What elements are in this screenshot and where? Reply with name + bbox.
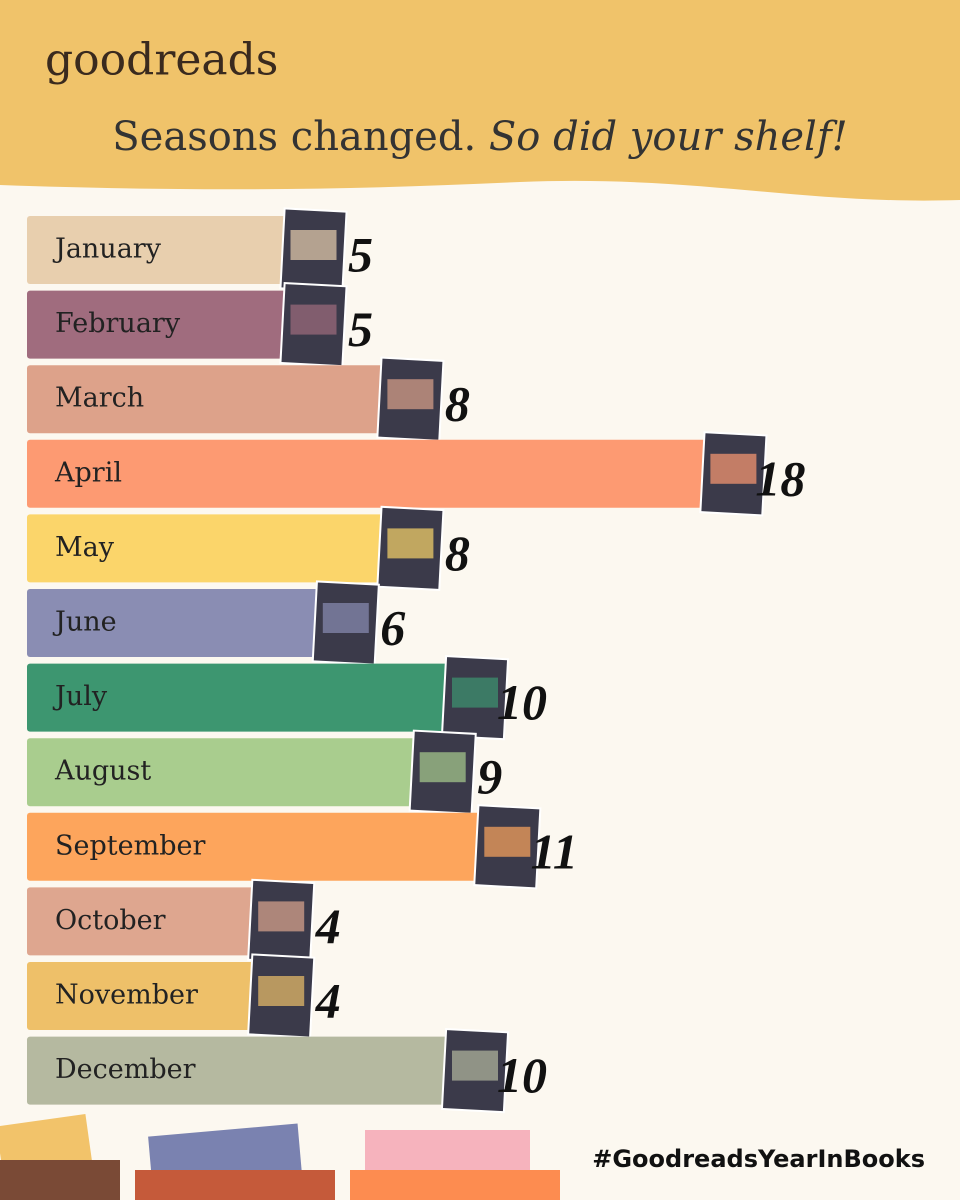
book-cover-art — [322, 603, 369, 633]
category-label: July — [52, 681, 108, 712]
bar — [27, 216, 291, 284]
bar — [27, 738, 420, 807]
book-cover-art — [452, 1050, 498, 1081]
category-label: June — [52, 607, 117, 638]
category-label: May — [55, 532, 115, 563]
value-label: 8 — [445, 525, 470, 581]
bar — [27, 1036, 452, 1105]
title-italic: So did your shelf! — [489, 114, 848, 160]
hashtag: #GoodreadsYearInBooks — [592, 1145, 925, 1173]
category-label: April — [54, 457, 122, 488]
value-label: 10 — [497, 674, 547, 730]
brand: goodreads — [45, 35, 278, 86]
value-label: 5 — [348, 301, 373, 357]
value-label: 8 — [445, 376, 470, 432]
value-label: 18 — [755, 450, 805, 506]
category-label: November — [55, 980, 198, 1011]
book-cover-art — [258, 976, 305, 1006]
category-label: January — [52, 234, 162, 265]
bar — [27, 663, 452, 732]
book-stack-decoration — [0, 1114, 560, 1200]
book-cover-art — [710, 453, 757, 484]
category-label: March — [55, 383, 144, 414]
book-cover-art — [290, 230, 337, 260]
book-cover-art — [290, 304, 337, 335]
value-label: 9 — [477, 749, 502, 805]
bars: January 5 February 5 March 8 April 18 May 8 June 6 J… — [27, 207, 805, 1114]
value-label: 4 — [315, 898, 341, 954]
category-label: August — [54, 756, 151, 787]
bar — [27, 514, 388, 583]
book-cover-art — [258, 901, 305, 932]
book-cover-art — [387, 379, 434, 410]
book-cover-art — [452, 677, 498, 708]
header-band — [0, 0, 960, 201]
bar — [27, 887, 259, 956]
bar — [27, 365, 388, 434]
category-label: December — [55, 1054, 196, 1085]
category-label: October — [55, 905, 166, 936]
value-label: 6 — [380, 599, 405, 655]
bar — [27, 589, 323, 657]
bar — [27, 962, 259, 1030]
value-label: 10 — [497, 1047, 547, 1103]
book-cover-art — [484, 826, 531, 857]
category-label: February — [55, 308, 181, 339]
title-main: Seasons changed. — [112, 114, 476, 160]
bar — [27, 290, 291, 359]
bar — [27, 812, 485, 881]
value-label: 4 — [315, 972, 341, 1028]
title: Seasons changed. So did your shelf! — [112, 114, 847, 160]
book-cover-art — [419, 752, 466, 783]
book-cover-art — [387, 528, 434, 559]
bar — [27, 439, 711, 508]
category-label: September — [55, 830, 205, 861]
value-label: 5 — [348, 226, 373, 282]
value-label: 11 — [531, 823, 578, 879]
